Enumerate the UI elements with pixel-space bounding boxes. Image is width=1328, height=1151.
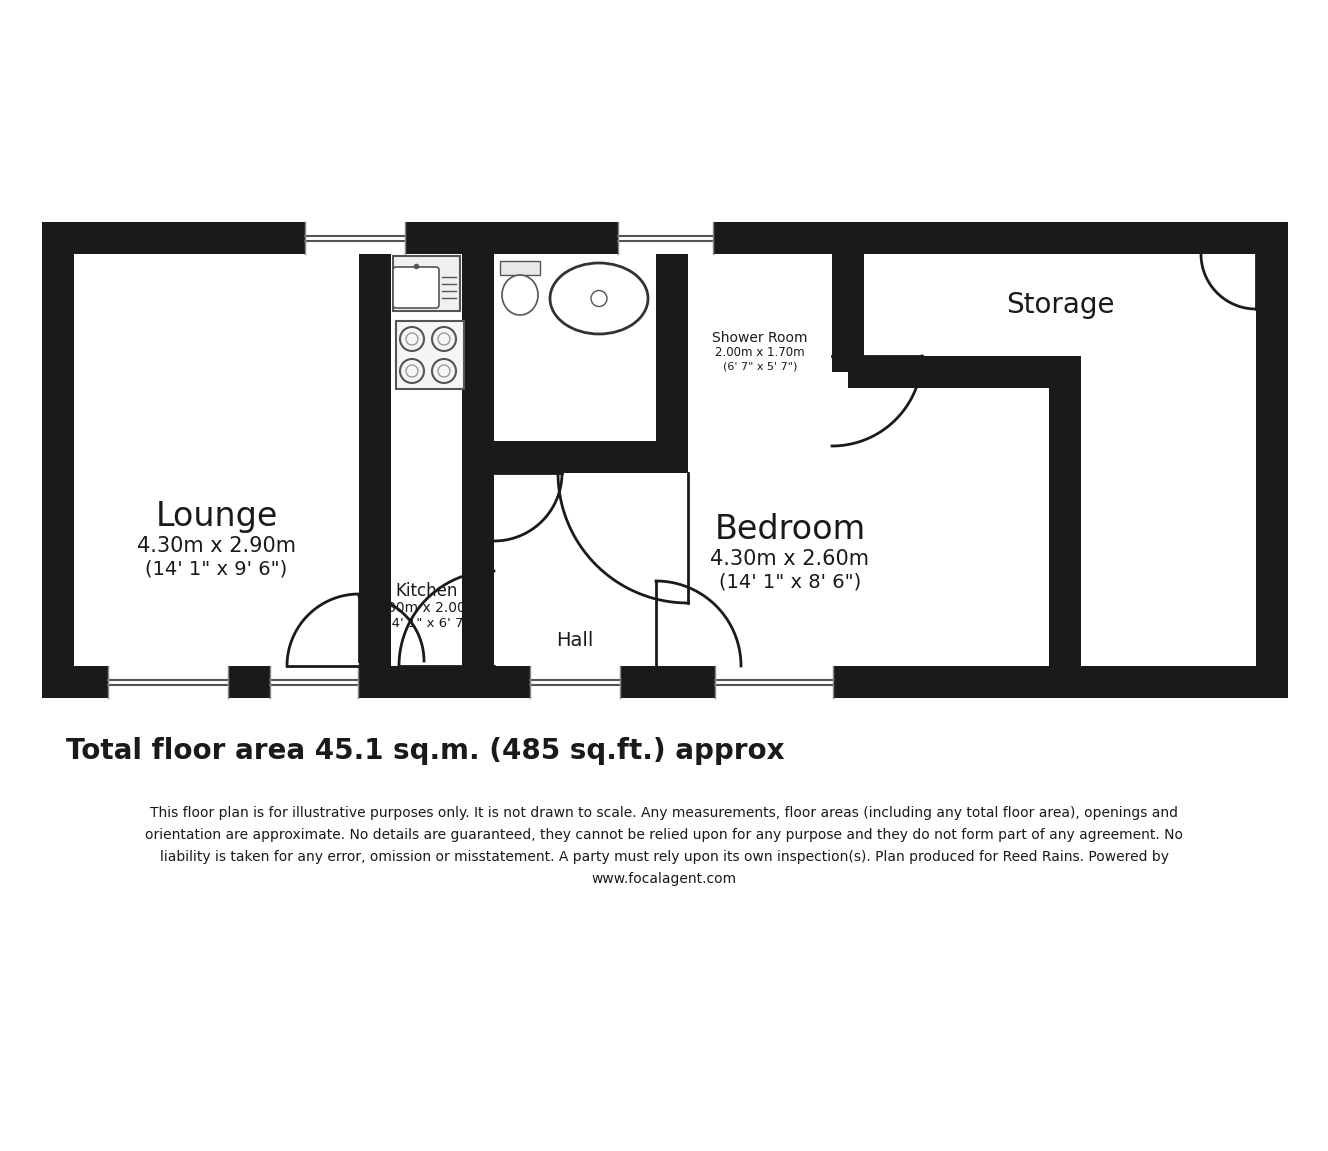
Bar [359, 238, 390, 683]
Text: 4.30m x 2.00m: 4.30m x 2.00m [374, 601, 479, 615]
Bar [501, 261, 540, 275]
Text: (14' 1" x 6' 7"): (14' 1" x 6' 7") [378, 617, 475, 630]
Bar [108, 666, 228, 698]
Bar [501, 261, 540, 275]
Text: (14' 1" x 9' 6"): (14' 1" x 9' 6") [145, 559, 288, 579]
Text: www.focalagent.com: www.focalagent.com [591, 872, 737, 886]
Bar [478, 441, 688, 473]
Text: This floor plan is for illustrative purposes only. It is not drawn to scale. Any: This floor plan is for illustrative purp… [150, 806, 1178, 820]
Bar [305, 222, 405, 254]
Text: Total floor area 45.1 sq.m. (485 sq.ft.) approx: Total floor area 45.1 sq.m. (485 sq.ft.)… [66, 737, 785, 765]
Bar [618, 222, 713, 254]
Text: 2.00m x 1.70m: 2.00m x 1.70m [716, 346, 805, 359]
Text: liability is taken for any error, omission or misstatement. A party must rely up: liability is taken for any error, omissi… [159, 849, 1169, 864]
FancyBboxPatch shape [393, 267, 440, 308]
Bar [270, 666, 359, 698]
Bar [1049, 356, 1081, 683]
Text: Kitchen: Kitchen [396, 582, 458, 600]
Text: 4.30m x 2.60m: 4.30m x 2.60m [710, 549, 870, 569]
Bar [849, 356, 1081, 388]
Bar [462, 238, 494, 683]
Text: Hall: Hall [556, 632, 594, 650]
Bar [1256, 222, 1288, 698]
Bar [42, 222, 74, 698]
Text: orientation are approximate. No details are guaranteed, they cannot be relied up: orientation are approximate. No details … [145, 828, 1183, 843]
Bar [393, 256, 459, 311]
Bar [714, 666, 833, 698]
Text: Lounge: Lounge [155, 500, 278, 533]
Text: Storage: Storage [1005, 291, 1114, 319]
Ellipse shape [502, 275, 538, 315]
Text: Shower Room: Shower Room [712, 330, 807, 344]
Text: (6' 7" x 5' 7"): (6' 7" x 5' 7") [722, 361, 797, 372]
Bar [833, 238, 865, 372]
Text: Bedroom: Bedroom [714, 512, 866, 546]
Text: (14' 1" x 8' 6"): (14' 1" x 8' 6") [718, 572, 861, 592]
Bar [656, 238, 688, 457]
Bar [42, 222, 1288, 254]
Bar [393, 256, 459, 311]
Ellipse shape [550, 262, 648, 334]
Bar [58, 238, 1272, 683]
Bar [530, 666, 620, 698]
Bar [42, 666, 1288, 698]
Text: 4.30m x 2.90m: 4.30m x 2.90m [137, 536, 296, 556]
Bar [396, 321, 463, 389]
